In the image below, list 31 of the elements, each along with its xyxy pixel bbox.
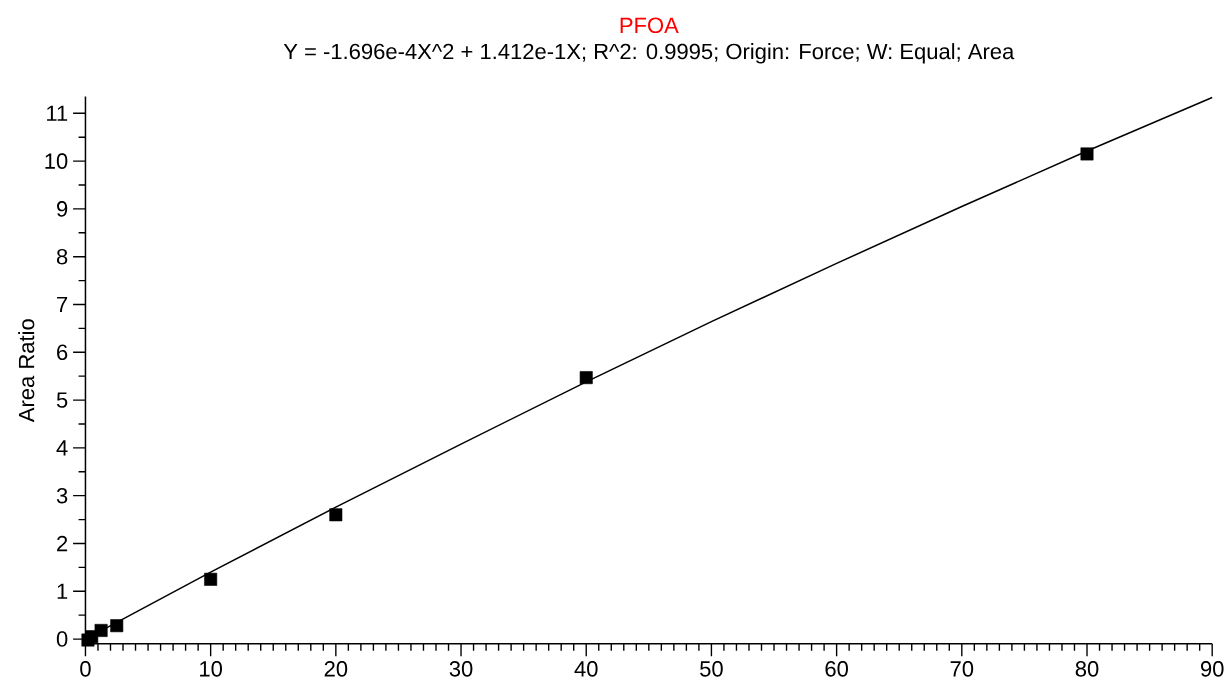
y-tick-label: 2 [57,536,68,552]
x-tick-label: 90 [1201,661,1224,677]
y-axis-title: Area Ratio [18,319,35,423]
x-tick-label: 40 [574,661,598,677]
chart-subtitle: Y = -1.696e-4X^2 + 1.412e-1X; R^2: 0.9995; Origin: Force; W: Equal; Area [283,43,1015,64]
y-tick-label: 9 [57,201,68,217]
point [579,371,593,385]
y-tick-label: 1 [57,583,68,600]
x-tick-label: 80 [1075,661,1099,677]
y-tick-label: 3 [56,488,68,504]
x-tick-label: 50 [700,661,723,677]
point [204,573,218,587]
y-tick-label: 5 [56,392,68,409]
y-tick-label: 7 [57,297,68,313]
y-tick-label: 11 [47,105,68,122]
chart-title: PFOA [620,17,679,34]
x-tick-label: 30 [449,661,473,677]
y-tick-label: 6 [57,344,68,361]
y-tick-label: 4 [56,440,68,456]
point [1080,147,1094,161]
x-tick-label: 0 [80,661,91,677]
x-tick-label: 70 [950,661,974,677]
x-tick-label: 20 [324,661,348,677]
x-tick-label: 10 [200,661,223,677]
point [110,619,124,633]
point [329,508,343,522]
point [94,624,108,638]
x-tick-label: 60 [825,661,848,677]
y-tick-label: 8 [56,249,68,265]
y-tick-label: 0 [56,631,68,648]
y-tick-label: 10 [45,153,68,170]
